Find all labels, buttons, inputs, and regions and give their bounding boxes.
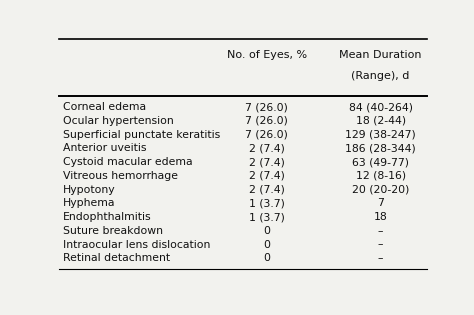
Text: Mean Duration: Mean Duration xyxy=(339,50,422,60)
Text: 84 (40-264): 84 (40-264) xyxy=(349,102,413,112)
Text: 7 (26.0): 7 (26.0) xyxy=(246,129,288,140)
Text: 18 (2-44): 18 (2-44) xyxy=(356,116,406,126)
Text: –: – xyxy=(378,239,383,249)
Text: Anterior uveitis: Anterior uveitis xyxy=(63,143,146,153)
Text: 186 (28-344): 186 (28-344) xyxy=(345,143,416,153)
Text: 0: 0 xyxy=(263,239,270,249)
Text: Suture breakdown: Suture breakdown xyxy=(63,226,163,236)
Text: Intraocular lens dislocation: Intraocular lens dislocation xyxy=(63,239,210,249)
Text: Retinal detachment: Retinal detachment xyxy=(63,253,170,263)
Text: 18: 18 xyxy=(374,212,388,222)
Text: Corneal edema: Corneal edema xyxy=(63,102,146,112)
Text: Vitreous hemorrhage: Vitreous hemorrhage xyxy=(63,171,178,181)
Text: 2 (7.4): 2 (7.4) xyxy=(249,143,285,153)
Text: 0: 0 xyxy=(263,253,270,263)
Text: Hyphema: Hyphema xyxy=(63,198,116,208)
Text: 20 (20-20): 20 (20-20) xyxy=(352,185,410,195)
Text: 7 (26.0): 7 (26.0) xyxy=(246,102,288,112)
Text: (Range), d: (Range), d xyxy=(352,71,410,81)
Text: Endophthalmitis: Endophthalmitis xyxy=(63,212,152,222)
Text: –: – xyxy=(378,253,383,263)
Text: 7 (26.0): 7 (26.0) xyxy=(246,116,288,126)
Text: 2 (7.4): 2 (7.4) xyxy=(249,171,285,181)
Text: 12 (8-16): 12 (8-16) xyxy=(356,171,406,181)
Text: Cystoid macular edema: Cystoid macular edema xyxy=(63,157,192,167)
Text: 63 (49-77): 63 (49-77) xyxy=(352,157,409,167)
Text: Ocular hypertension: Ocular hypertension xyxy=(63,116,173,126)
Text: 1 (3.7): 1 (3.7) xyxy=(249,198,285,208)
Text: Hypotony: Hypotony xyxy=(63,185,116,195)
Text: 0: 0 xyxy=(263,226,270,236)
Text: –: – xyxy=(378,226,383,236)
Text: 7: 7 xyxy=(377,198,384,208)
Text: 1 (3.7): 1 (3.7) xyxy=(249,212,285,222)
Text: Superficial punctate keratitis: Superficial punctate keratitis xyxy=(63,129,220,140)
Text: 2 (7.4): 2 (7.4) xyxy=(249,157,285,167)
Text: 129 (38-247): 129 (38-247) xyxy=(345,129,416,140)
Text: No. of Eyes, %: No. of Eyes, % xyxy=(227,50,307,60)
Text: 2 (7.4): 2 (7.4) xyxy=(249,185,285,195)
